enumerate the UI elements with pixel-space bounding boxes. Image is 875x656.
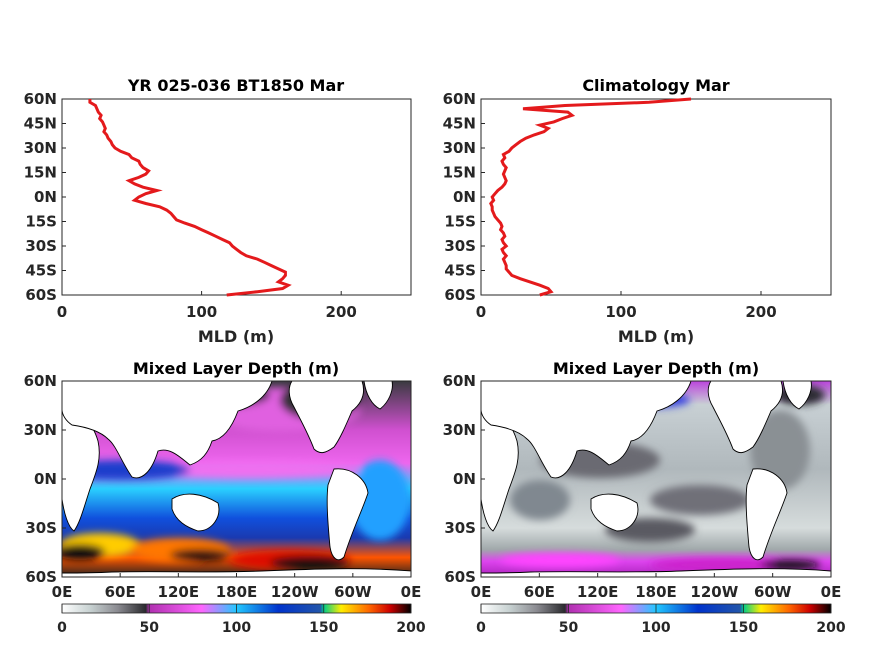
- y-tick-label: 60N: [24, 372, 57, 390]
- y-tick-label: 0N: [453, 188, 476, 206]
- colorbar: 0 50 100 150 200: [476, 603, 846, 636]
- y-tick-label: 0N: [34, 188, 57, 206]
- chart-title: Mixed Layer Depth (m): [133, 359, 339, 378]
- y-tick-label: 60N: [443, 372, 476, 390]
- x-tick-label: 0: [57, 303, 67, 321]
- y-tick-label: 15N: [443, 164, 476, 182]
- colorbar: 0 50 100 150 200: [57, 603, 426, 636]
- x-tick-labels: 0 100 200: [57, 291, 357, 321]
- x-tick-label: 120W: [271, 583, 319, 601]
- y-tick-label: 30N: [443, 139, 476, 157]
- x-tick-label: 120E: [158, 583, 200, 601]
- mld-profile-line: [489, 97, 692, 297]
- colorbar-tick-label: 100: [222, 620, 251, 636]
- y-tick-label: 30S: [444, 519, 476, 537]
- colorbar-tick-label: 50: [140, 620, 160, 636]
- y-tick-label: 30N: [24, 421, 57, 439]
- y-tick-label: 0N: [453, 470, 476, 488]
- x-tick-label: 200: [745, 303, 776, 321]
- x-tick-label: 120W: [690, 583, 738, 601]
- map-panel-model: Mixed Layer Depth (m) 60N 30N 0: [24, 359, 426, 636]
- y-tick-label: 45S: [25, 262, 57, 280]
- colorbar-tick-label: 50: [559, 620, 579, 636]
- chart-title: Mixed Layer Depth (m): [553, 359, 759, 378]
- y-tick-label: 15N: [24, 164, 57, 182]
- x-tick-label: 0E: [821, 583, 842, 601]
- y-tick-label: 30N: [443, 421, 476, 439]
- y-tick-labels: 60N 30N 0N 30S 60S: [24, 372, 66, 586]
- x-tick-label: 100: [186, 303, 217, 321]
- y-tick-label: 60S: [444, 286, 476, 304]
- y-tick-label: 30S: [25, 237, 57, 255]
- mld-profile-line: [88, 99, 292, 297]
- x-tick-label: 0E: [471, 583, 492, 601]
- x-tick-labels: 0E 60E 120E 180E 120W 60W 0E: [52, 573, 422, 601]
- y-tick-label: 30S: [444, 237, 476, 255]
- plot-area: [480, 98, 832, 296]
- x-tick-label: 100: [605, 303, 636, 321]
- y-tick-label: 45N: [24, 115, 57, 133]
- x-tick-label: 0E: [52, 583, 73, 601]
- x-tick-label: 60E: [105, 583, 136, 601]
- mld-field: [481, 381, 831, 577]
- y-tick-label: 15S: [444, 213, 476, 231]
- x-tick-label: 60E: [524, 583, 555, 601]
- y-tick-label: 15S: [25, 213, 57, 231]
- x-tick-label: 60W: [754, 583, 792, 601]
- y-tick-label: 45N: [443, 115, 476, 133]
- colorbar-tick-label: 200: [396, 620, 425, 636]
- y-tick-labels: 60N 45N 30N 15N 0N 15S 30S 45S 60S: [24, 90, 66, 304]
- x-tick-labels: 0E 60E 120E 180E 120W 60W 0E: [471, 573, 842, 601]
- y-tick-label: 60S: [444, 568, 476, 586]
- x-tick-label: 60W: [334, 583, 372, 601]
- y-tick-label: 60N: [24, 90, 57, 108]
- colorbar-tick-label: 150: [729, 620, 758, 636]
- colorbar-tick-labels: 0 50 100 150 200: [57, 604, 426, 636]
- colorbar-tick-label: 0: [476, 620, 486, 636]
- y-tick-label: 30N: [24, 139, 57, 157]
- colorbar-tick-labels: 0 50 100 150 200: [476, 604, 846, 636]
- profile-panel-climatology: Climatology Mar 60N45N30N15N0N15S30S45S6…: [443, 76, 832, 346]
- y-tick-label: 30S: [25, 519, 57, 537]
- x-tick-label: 180E: [635, 583, 677, 601]
- y-tick-labels: 60N 30N 0N 30S 60S: [443, 372, 485, 586]
- x-axis-label: MLD (m): [618, 327, 694, 346]
- chart-title: Climatology Mar: [582, 76, 729, 95]
- mld-field: [62, 381, 411, 577]
- y-tick-label: 60S: [25, 568, 57, 586]
- chart-title: YR 025-036 BT1850 Mar: [127, 76, 344, 95]
- colorbar-tick-label: 100: [641, 620, 670, 636]
- colorbar-tick-label: 150: [309, 620, 338, 636]
- plot-area: [61, 98, 412, 296]
- colorbar-tick-label: 200: [816, 620, 845, 636]
- profile-panel-model: YR 025-036 BT1850 Mar 60N 45N 30N 15N 0N 15S 3…: [24, 76, 412, 346]
- colorbar-tick-label: 0: [57, 620, 67, 636]
- x-tick-label: 120E: [577, 583, 619, 601]
- x-tick-label: 0E: [401, 583, 422, 601]
- y-tick-label: 60S: [25, 286, 57, 304]
- x-tick-label: 0: [476, 303, 486, 321]
- y-tick-label: 0N: [34, 470, 57, 488]
- y-tick-label: 45S: [444, 262, 476, 280]
- y-tick-label: 60N: [443, 90, 476, 108]
- x-axis-label: MLD (m): [198, 327, 274, 346]
- x-tick-label: 200: [326, 303, 357, 321]
- x-tick-labels: 0 100 200: [476, 291, 777, 321]
- x-tick-label: 180E: [216, 583, 258, 601]
- y-tick-labels: 60N 45N 30N 15N 0N 15S 30S 45S 60S: [443, 90, 485, 304]
